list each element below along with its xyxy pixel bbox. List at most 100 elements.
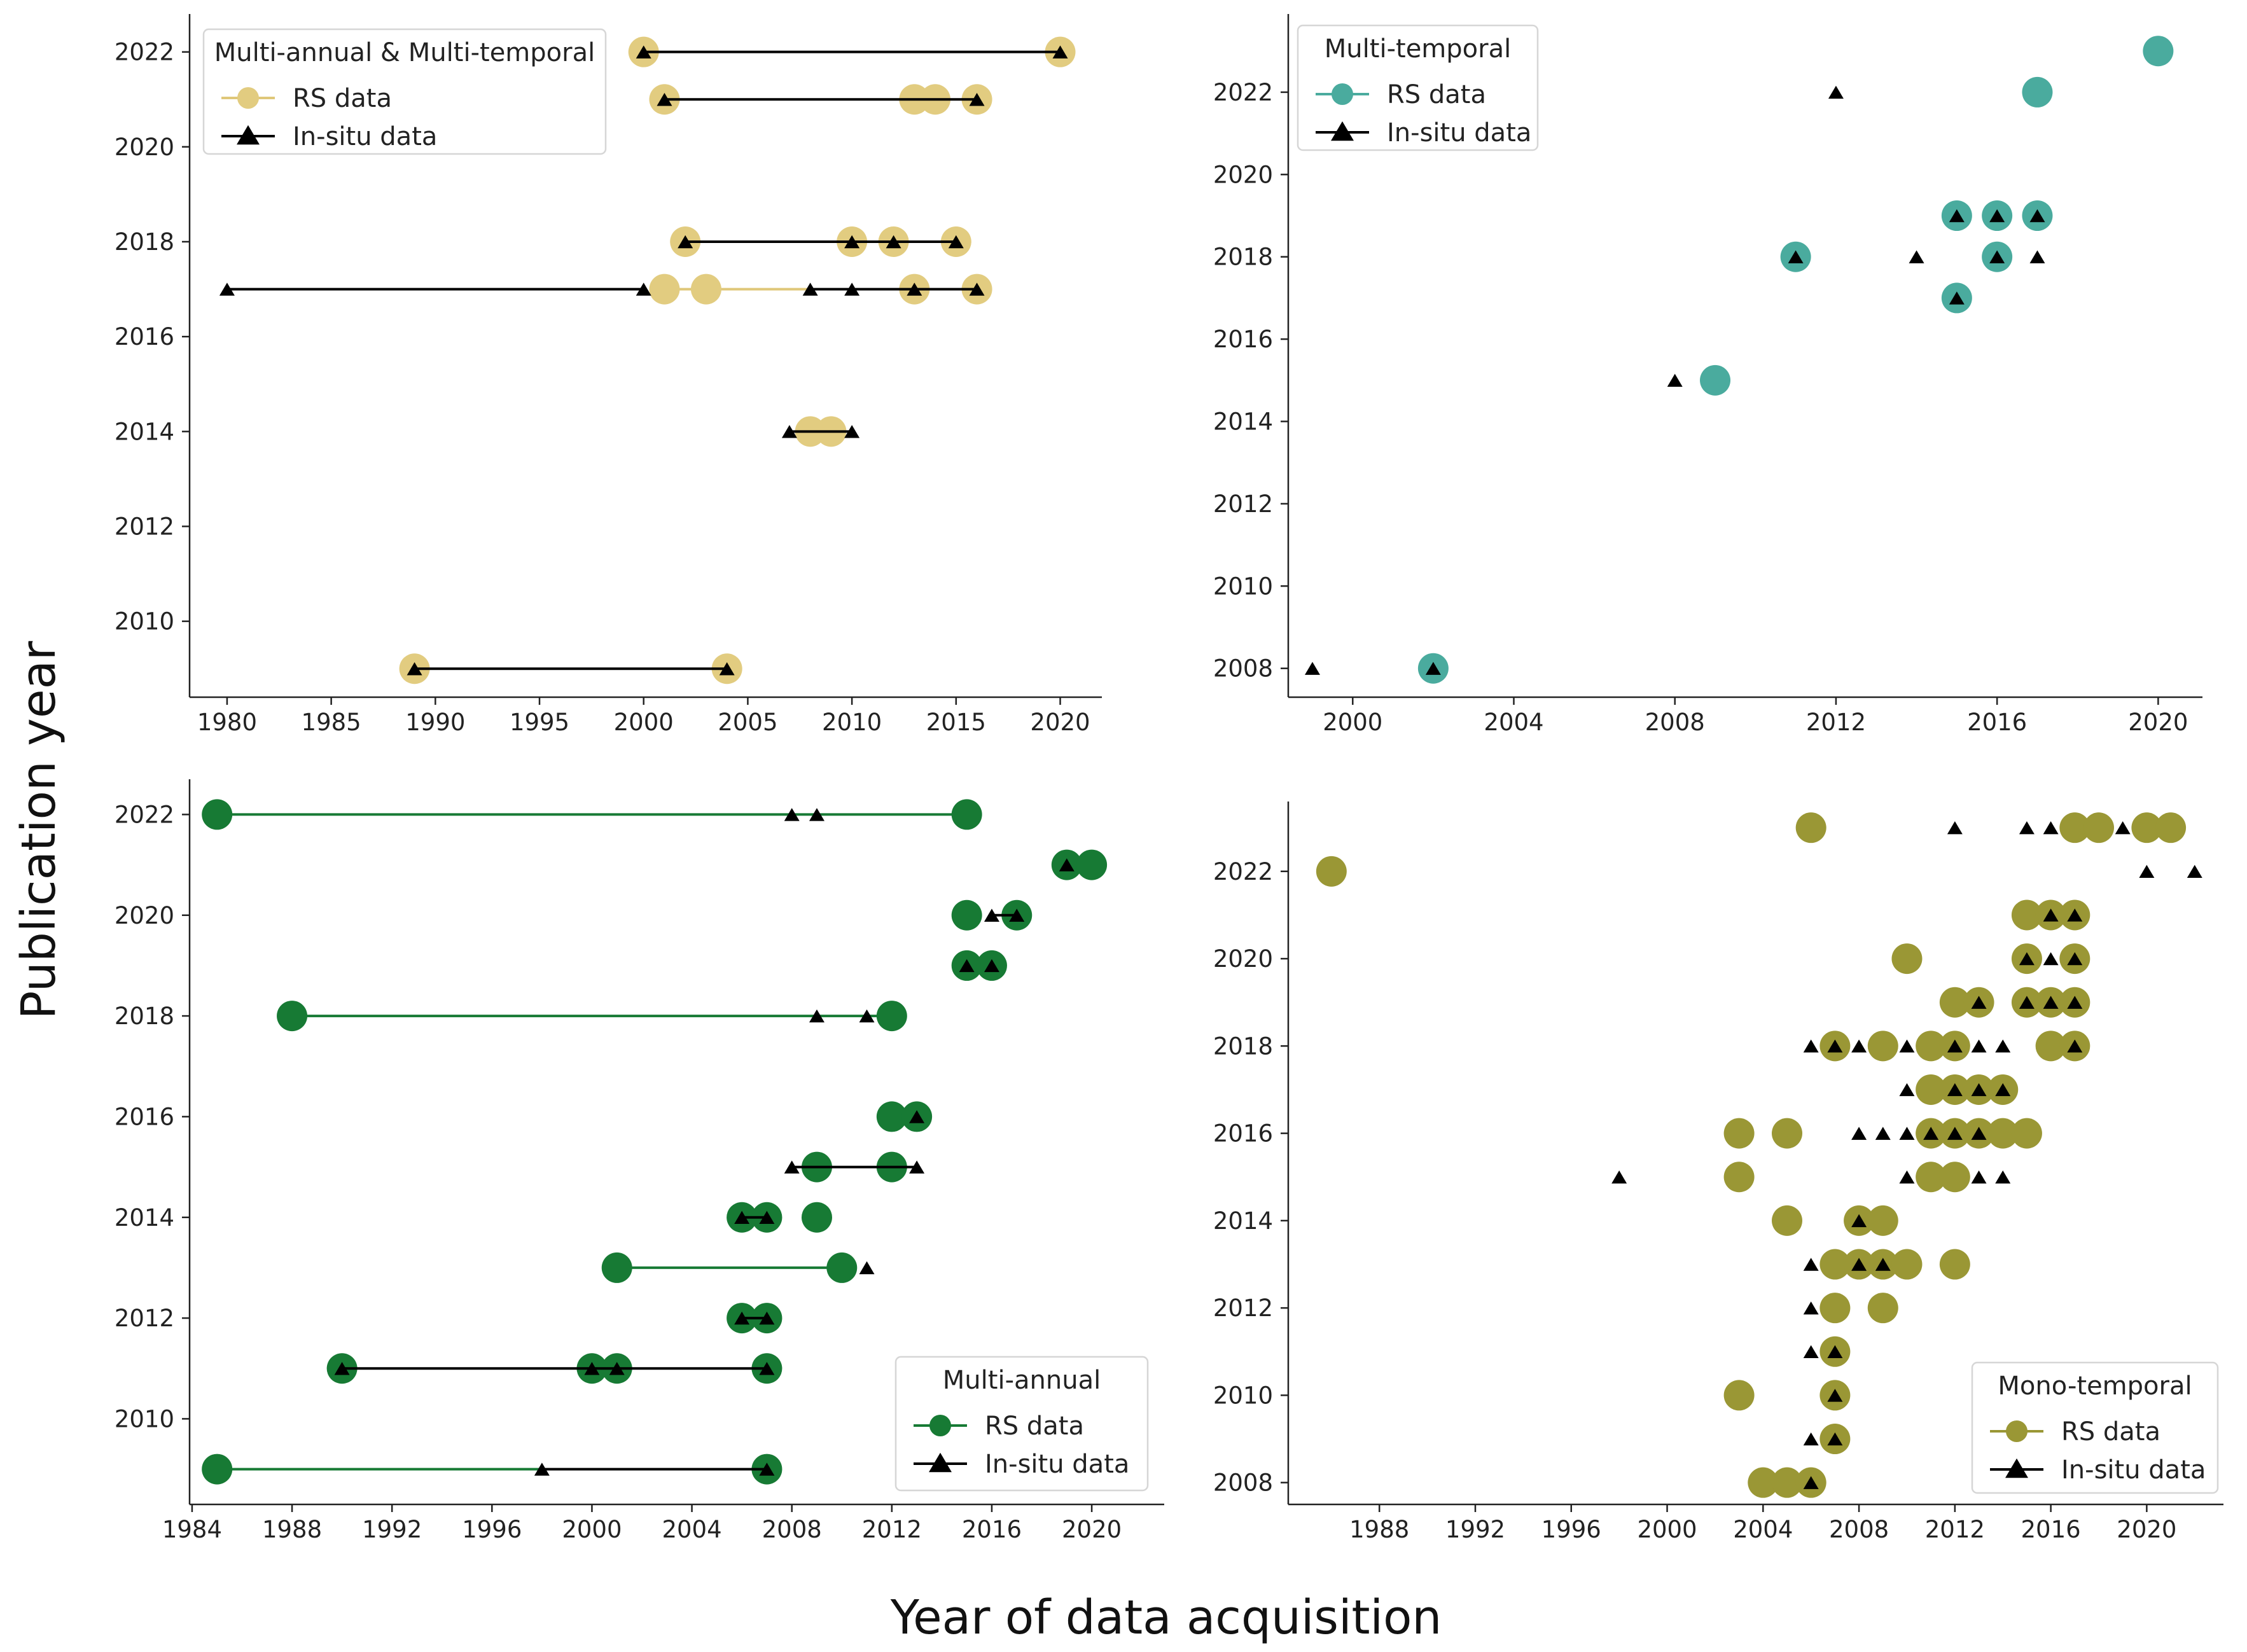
insitu-data-point [1995,1039,2011,1053]
legend-insitu-label: In-situ data [293,122,437,151]
insitu-data-point [759,1362,775,1375]
rs-data-point [2059,812,2090,843]
y-tick-label: 2014 [115,1204,174,1232]
rs-data-point [1939,987,1970,1018]
rs-data-point [2143,36,2174,67]
insitu-data-point [844,235,860,249]
insitu-data-point [2187,864,2202,878]
chart-panel-multi-annual-multi-temporal: 1980 1985 1990 1995 2000 2005 2010 2015 2020 2010… [115,14,1102,736]
x-tick-label: 1980 [197,709,257,736]
y-tick-label: 2014 [115,418,174,445]
insitu-data-point [781,425,797,438]
insitu-data-point [759,1211,775,1224]
legend-rs-marker [929,1415,951,1436]
rs-data-point [1772,1118,1802,1149]
insitu-data-point [1971,1039,1987,1053]
insitu-data-point [1971,996,1987,1009]
insitu-data-point [948,235,964,249]
rs-data-point [1867,1293,1898,1324]
y-tick-label: 2012 [1213,1295,1273,1322]
rs-data-point [826,1252,858,1283]
insitu-data-point [1899,1127,1915,1140]
y-tick-label: 2018 [115,228,174,256]
y-tick-label: 2018 [1213,244,1273,271]
insitu-data-point [2139,864,2155,878]
insitu-data-point [969,93,985,106]
legend-title: Mono-temporal [1998,1371,2192,1401]
rs-data-point [1916,1074,1947,1105]
legend-insitu-marker [237,125,260,145]
legend-insitu-label: In-situ data [2061,1455,2206,1485]
y-tick-label: 2018 [1213,1032,1273,1060]
legend-rs-label: RS data [1387,80,1486,109]
insitu-data-point [1949,291,1965,305]
x-tick-label: 2015 [926,709,986,736]
rs-data-point [1891,943,1923,975]
y-tick-label: 2020 [1213,945,1273,973]
insitu-data-point [1803,1258,1819,1271]
rs-data-point [1987,1118,2019,1149]
insitu-data-point [2019,952,2035,966]
rs-data-point [277,1001,308,1032]
rs-data-point [951,899,982,931]
insitu-data-point [2067,908,2083,922]
insitu-data-point [1989,209,2005,223]
insitu-data-point [844,425,860,438]
x-tick-label: 1995 [510,709,569,736]
x-tick-label: 2000 [614,709,674,736]
insitu-data-point [1059,858,1075,871]
x-tick-label: 2016 [1967,709,2027,736]
insitu-data-point [1304,662,1320,675]
x-tick-label: 2020 [1062,1516,1122,1543]
x-tick-label: 2016 [962,1516,1022,1543]
insitu-data-point [609,1362,625,1375]
insitu-data-point [1875,1127,1891,1140]
legend-insitu-marker [1331,121,1354,141]
insitu-data-point [759,1311,775,1325]
legend: Multi-temporal RS data In-situ data [1297,24,1539,151]
y-tick-label: 2016 [1213,1120,1273,1148]
y-tick-label: 2016 [115,1103,174,1130]
y-tick-label: 2022 [1213,79,1273,106]
rs-data-point [1891,1249,1923,1280]
x-tick-label: 1996 [462,1516,522,1543]
insitu-data-point [2067,996,2083,1009]
insitu-data-point [1947,1039,1963,1053]
insitu-data-point [1827,1432,1843,1446]
legend-rs-label: RS data [985,1412,1084,1441]
x-tick-label: 1988 [1349,1516,1409,1543]
insitu-data-point [907,282,922,296]
y-tick-label: 2010 [1213,573,1273,600]
y-tick-label: 2012 [115,513,174,541]
legend-box [894,1356,1149,1492]
x-tick-label: 2020 [1030,709,1090,736]
insitu-data-point [1899,1039,1915,1053]
legend: Multi-annual & Multi-temporal RS data In-s… [202,28,607,155]
rs-data-point [1819,1249,1851,1280]
x-tick-label: 2000 [1637,1516,1697,1543]
insitu-data-point [859,1009,875,1023]
y-tick-label: 2016 [1213,326,1273,353]
insitu-data-point [1971,1170,1987,1184]
chart-panel-mono-temporal: 1988 1992 1996 2000 2004 2008 2012 2016 2020 2008… [1213,802,2223,1543]
y-tick-label: 2018 [115,1003,174,1030]
rs-data-point [1748,1467,1779,1498]
rs-data-point [1723,1380,1755,1411]
insitu-data-point [2043,821,2059,835]
insitu-data-point [2067,952,2083,966]
legend-box [202,28,607,155]
legend: Mono-temporal RS data In-situ data [1971,1361,2219,1494]
x-tick-label: 2012 [862,1516,922,1543]
insitu-data-point [1851,1214,1867,1228]
rs-data-point [951,799,982,830]
insitu-data-point [959,959,975,973]
rs-data-point [1939,1162,1970,1193]
x-tick-label: 2016 [2021,1516,2081,1543]
rs-data-point [601,1252,632,1283]
legend-title: Multi-annual & Multi-temporal [214,38,595,67]
y-tick-label: 2010 [1213,1382,1273,1409]
x-tick-label: 2008 [1829,1516,1889,1543]
insitu-data-point [719,662,735,676]
legend-title: Multi-temporal [1325,34,1511,64]
